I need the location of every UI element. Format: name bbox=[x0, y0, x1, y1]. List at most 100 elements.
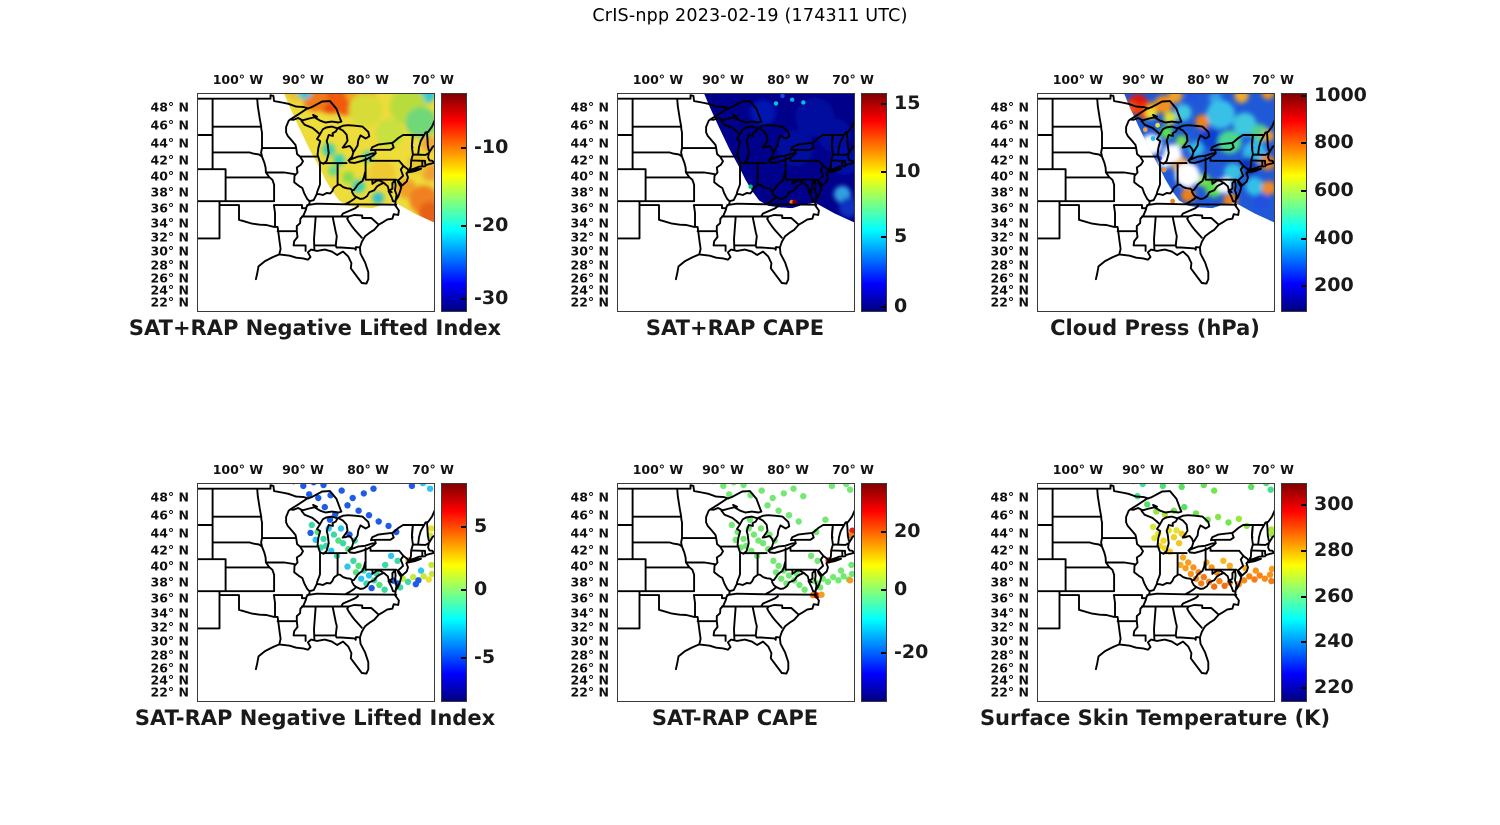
panel-title: Cloud Press (hPa) bbox=[1050, 316, 1260, 340]
panel-title: Surface Skin Temperature (K) bbox=[979, 706, 1331, 730]
lat-tick-label: 22° N bbox=[990, 294, 1029, 310]
lat-tick-label: 24° N bbox=[990, 282, 1029, 298]
lat-tick-label: 36° N bbox=[990, 590, 1029, 606]
lat-tick-label: 26° N bbox=[570, 660, 609, 676]
colorbar-tick bbox=[461, 298, 466, 301]
lon-tick-label: 70° W bbox=[412, 72, 454, 87]
lat-tick-label: 34° N bbox=[990, 605, 1029, 621]
state-borders bbox=[1038, 484, 1274, 675]
colorbar-tick-label: 20 bbox=[894, 519, 921, 542]
colorbar-tick bbox=[1301, 237, 1306, 240]
lat-tick-label: 32° N bbox=[150, 619, 189, 635]
lat-tick-label: 30° N bbox=[150, 633, 189, 649]
lat-tick-label: 36° N bbox=[150, 590, 189, 606]
colorbar-tick-label: -20 bbox=[894, 641, 929, 664]
panel-title: SAT+RAP CAPE bbox=[645, 316, 825, 340]
map-canvas bbox=[1038, 484, 1274, 675]
colorbar-tick-label: 800 bbox=[1314, 131, 1354, 154]
colorbar bbox=[441, 93, 467, 312]
colorbar-tick bbox=[881, 652, 886, 655]
colorbar-tick-label: 600 bbox=[1314, 178, 1354, 201]
colorbar-tick-label: 15 bbox=[894, 91, 921, 114]
lat-tick-label: 34° N bbox=[990, 215, 1029, 231]
state-borders bbox=[618, 484, 854, 675]
lat-tick-label: 38° N bbox=[150, 574, 189, 590]
lon-tick-label: 90° W bbox=[702, 72, 744, 87]
state-borders bbox=[198, 94, 434, 285]
scatter-dots bbox=[748, 94, 806, 205]
lat-tick-label: 44° N bbox=[990, 135, 1029, 151]
lat-tick-label: 44° N bbox=[570, 135, 609, 151]
colorbar-tick-label: -5 bbox=[474, 645, 496, 668]
lon-tick-label: 70° W bbox=[832, 462, 874, 477]
lat-tick-label: 46° N bbox=[570, 507, 609, 523]
colorbar-tick bbox=[1301, 596, 1306, 599]
colorbar-tick bbox=[461, 589, 466, 592]
lat-tick-label: 40° N bbox=[990, 558, 1029, 574]
lat-tick-label: 32° N bbox=[570, 229, 609, 245]
colorbar-tick bbox=[461, 147, 466, 150]
lon-tick-label: 80° W bbox=[1187, 72, 1229, 87]
lat-tick-label: 28° N bbox=[990, 647, 1029, 663]
colorbar-tick-label: 0 bbox=[894, 294, 908, 317]
lat-tick-label: 28° N bbox=[570, 647, 609, 663]
lat-tick-label: 48° N bbox=[990, 99, 1029, 115]
lat-tick-label: 42° N bbox=[570, 152, 609, 168]
lat-tick-label: 36° N bbox=[570, 200, 609, 216]
lat-tick-label: 38° N bbox=[990, 574, 1029, 590]
colorbar-tick-label: 220 bbox=[1314, 675, 1354, 698]
lat-tick-label: 32° N bbox=[150, 229, 189, 245]
colorbar-tick bbox=[881, 530, 886, 533]
lon-tick-label: 100° W bbox=[212, 72, 264, 87]
lat-tick-label: 44° N bbox=[150, 135, 189, 151]
lat-tick-label: 48° N bbox=[150, 99, 189, 115]
lon-tick-label: 100° W bbox=[632, 72, 684, 87]
colorbar-tick-label: 5 bbox=[474, 515, 488, 538]
colorbar bbox=[861, 93, 887, 312]
lat-tick-label: 38° N bbox=[990, 184, 1029, 200]
colorbar-tick bbox=[1301, 142, 1306, 145]
lat-tick-label: 22° N bbox=[570, 294, 609, 310]
lat-tick-label: 32° N bbox=[990, 619, 1029, 635]
colorbar-tick-label: 280 bbox=[1314, 538, 1354, 561]
lat-tick-label: 48° N bbox=[990, 489, 1029, 505]
lat-tick-label: 48° N bbox=[570, 99, 609, 115]
lat-tick-label: 38° N bbox=[150, 184, 189, 200]
map-canvas bbox=[198, 94, 434, 285]
map-panel bbox=[197, 93, 435, 312]
colorbar-tick bbox=[881, 170, 886, 173]
lat-tick-label: 34° N bbox=[570, 605, 609, 621]
lon-tick-label: 90° W bbox=[282, 462, 324, 477]
colorbar-tick-label: -20 bbox=[474, 214, 509, 237]
lon-tick-label: 80° W bbox=[347, 462, 389, 477]
colorbar-tick bbox=[881, 102, 886, 105]
lat-tick-label: 42° N bbox=[150, 152, 189, 168]
lat-tick-label: 48° N bbox=[150, 489, 189, 505]
lat-tick-label: 30° N bbox=[570, 243, 609, 259]
lat-tick-label: 38° N bbox=[570, 184, 609, 200]
colorbar-tick-label: 260 bbox=[1314, 585, 1354, 608]
lat-tick-label: 42° N bbox=[150, 542, 189, 558]
lat-tick-label: 40° N bbox=[150, 558, 189, 574]
lon-tick-label: 90° W bbox=[702, 462, 744, 477]
lat-tick-label: 24° N bbox=[570, 672, 609, 688]
lat-tick-label: 44° N bbox=[990, 525, 1029, 541]
colorbar-tick-label: 10 bbox=[894, 159, 921, 182]
lat-tick-label: 32° N bbox=[570, 619, 609, 635]
lon-tick-label: 80° W bbox=[767, 72, 809, 87]
colorbar-tick-label: -30 bbox=[474, 287, 509, 310]
colorbar-tick bbox=[881, 305, 886, 308]
lon-tick-label: 80° W bbox=[767, 462, 809, 477]
lon-tick-label: 100° W bbox=[632, 462, 684, 477]
map-canvas bbox=[618, 484, 854, 675]
colorbar bbox=[1281, 483, 1307, 702]
lon-tick-label: 80° W bbox=[347, 72, 389, 87]
lat-tick-label: 36° N bbox=[990, 200, 1029, 216]
colorbar-tick-label: 0 bbox=[474, 578, 488, 601]
lon-tick-label: 90° W bbox=[282, 72, 324, 87]
lat-tick-label: 26° N bbox=[990, 270, 1029, 286]
colorbar-tick bbox=[461, 656, 466, 659]
lat-tick-label: 40° N bbox=[570, 168, 609, 184]
lat-tick-label: 30° N bbox=[990, 243, 1029, 259]
